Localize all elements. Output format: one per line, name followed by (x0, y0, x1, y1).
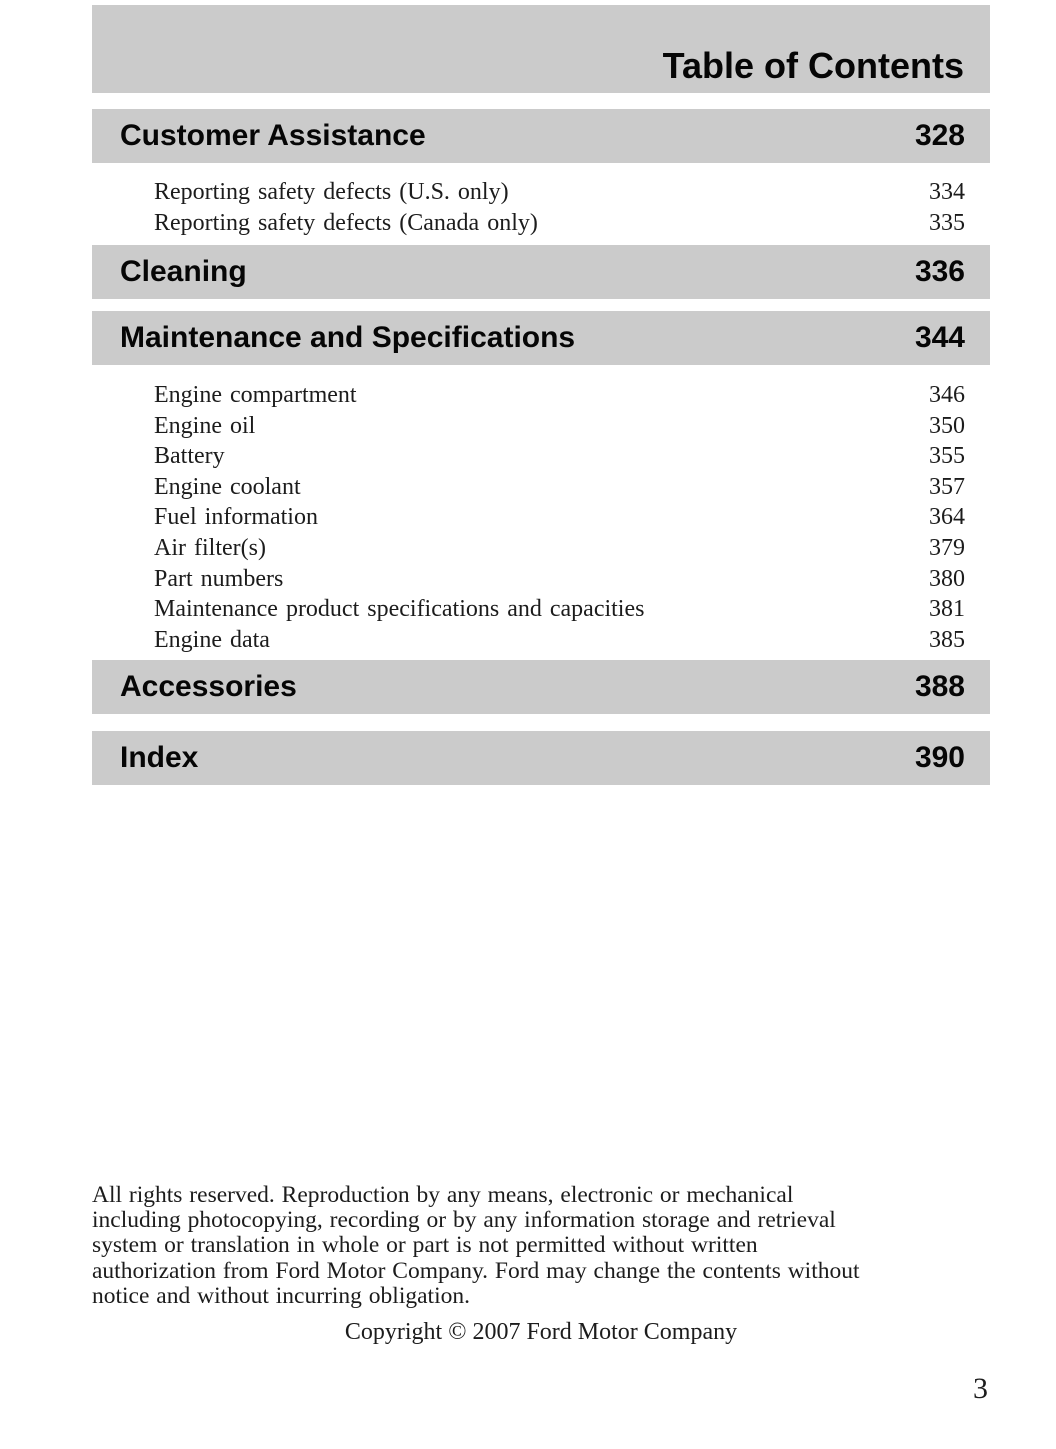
toc-item: Maintenance product specifications and c… (154, 594, 965, 625)
section-band-accessories: Accessories 388 (92, 660, 990, 714)
section-title: Accessories (120, 670, 297, 703)
toc-item: Reporting safety defects (Canada only) 3… (154, 208, 965, 239)
section-band-cleaning: Cleaning 336 (92, 245, 990, 299)
page-title: Table of Contents (662, 45, 964, 86)
section-page-number: 344 (914, 321, 965, 354)
toc-item-label: Reporting safety defects (U.S. only) (154, 179, 509, 205)
section-title: Cleaning (120, 255, 247, 288)
section-band-index: Index 390 (92, 731, 990, 785)
toc-item: Air filter(s) 379 (154, 533, 965, 564)
toc-item-page: 335 (929, 209, 965, 236)
toc-item-page: 334 (929, 179, 965, 205)
toc-item-page: 346 (929, 382, 965, 408)
toc-item-page: 357 (929, 473, 965, 500)
section-title: Maintenance and Specifications (120, 321, 576, 354)
toc-item-label: Engine oil (154, 412, 256, 439)
toc-item: Engine compartment 346 (154, 380, 965, 411)
section-band-maintenance-and-specifications: Maintenance and Specifications 344 (92, 311, 990, 365)
toc-item-label: Reporting safety defects (Canada only) (154, 209, 538, 236)
toc-item-label: Engine compartment (154, 382, 357, 408)
section-page-number: 328 (914, 119, 965, 152)
toc-item: Engine oil 350 (154, 411, 965, 442)
page-title-band: Table of Contents (92, 5, 990, 93)
toc-item-page: 380 (929, 565, 965, 592)
toc-item-label: Air filter(s) (154, 534, 266, 561)
toc-item: Fuel information 364 (154, 502, 965, 533)
section-page-number: 336 (914, 255, 965, 288)
toc-item: Engine data 385 (154, 625, 965, 656)
toc-item-page: 385 (929, 626, 965, 653)
toc-item-page: 350 (929, 412, 965, 439)
toc-item-page: 364 (929, 504, 965, 531)
toc-item-label: Part numbers (154, 565, 284, 592)
toc-item-page: 381 (929, 596, 965, 623)
section-title: Index (120, 741, 199, 774)
section-page-number: 390 (914, 741, 965, 774)
toc-item: Part numbers 380 (154, 564, 965, 595)
toc-item-page: 355 (929, 443, 965, 470)
page-number: 3 (973, 1372, 988, 1405)
toc-item-label: Maintenance product specifications and c… (154, 596, 645, 623)
toc-items-customer-assistance: Reporting safety defects (U.S. only) 334… (154, 177, 965, 238)
section-page-number: 388 (914, 670, 965, 703)
toc-item: Battery 355 (154, 441, 965, 472)
legal-notice: All rights reserved. Reproduction by any… (92, 1182, 860, 1309)
toc-item-label: Fuel information (154, 504, 318, 531)
section-band-customer-assistance: Customer Assistance 328 (92, 109, 990, 163)
toc-item-label: Engine data (154, 626, 270, 653)
toc-items-maintenance: Engine compartment 346 Engine oil 350 Ba… (154, 380, 965, 655)
toc-item-label: Engine coolant (154, 473, 301, 500)
toc-item: Engine coolant 357 (154, 472, 965, 503)
toc-item: Reporting safety defects (U.S. only) 334 (154, 177, 965, 208)
section-title: Customer Assistance (120, 119, 426, 152)
toc-item-label: Battery (154, 443, 225, 470)
copyright-line: Copyright © 2007 Ford Motor Company (344, 1319, 738, 1345)
toc-item-page: 379 (929, 534, 965, 561)
